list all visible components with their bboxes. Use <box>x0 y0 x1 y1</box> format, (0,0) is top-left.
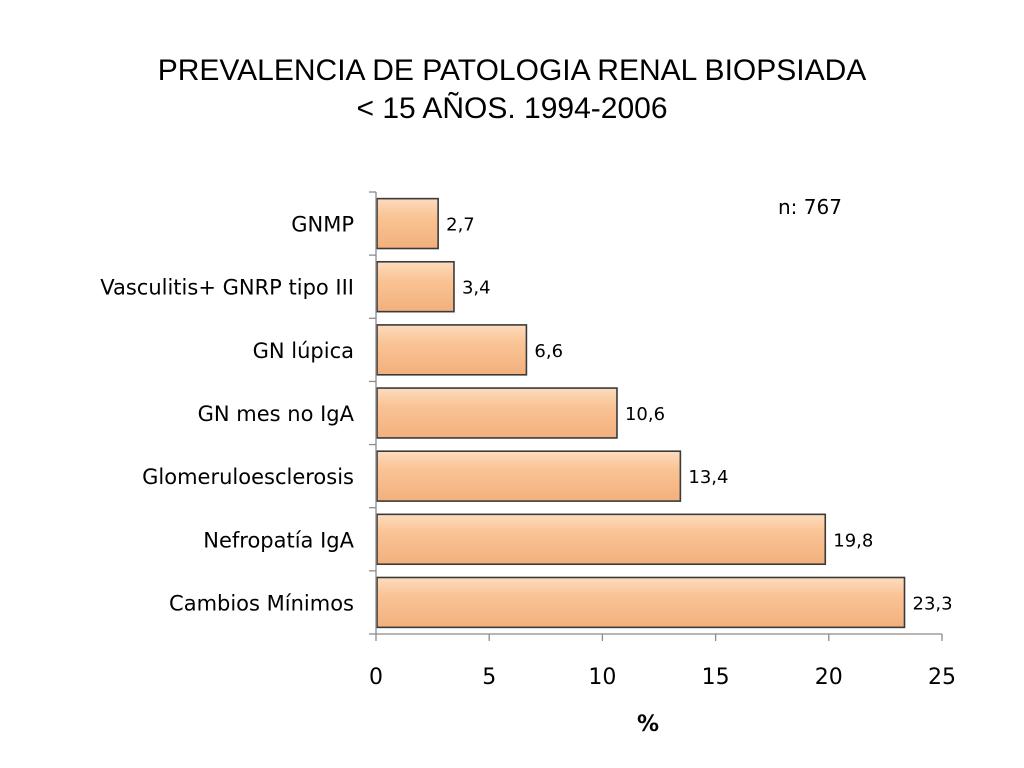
chart-title: PREVALENCIA DE PATOLOGIA RENAL BIOPSIADA… <box>0 52 1024 128</box>
category-label-5: Nefropatía IgA <box>203 528 354 552</box>
bar-2 <box>376 324 528 376</box>
x-tick-label-3: 15 <box>702 665 730 690</box>
bar-5 <box>376 513 827 566</box>
x-tick-label-4: 20 <box>815 665 843 690</box>
value-label-4: 13,4 <box>688 467 728 488</box>
axes-layer: 0 5 10 15 20 25 <box>369 191 956 690</box>
value-label-1: 3,4 <box>462 278 491 299</box>
bar-6 <box>376 576 906 629</box>
value-label-0: 2,7 <box>446 215 475 236</box>
category-label-6: Cambios Mínimos <box>169 591 354 615</box>
category-label-4: Glomeruloesclerosis <box>142 465 354 489</box>
category-label-0: GNMP <box>291 213 354 237</box>
value-label-3: 10,6 <box>625 404 665 425</box>
bar-1 <box>376 260 455 313</box>
sample-size-annotation: n: 767 <box>778 195 842 219</box>
category-label-1: Vasculitis+ GNRP tipo III <box>100 276 354 300</box>
value-label-2: 6,6 <box>534 341 563 362</box>
x-tick-label-5: 25 <box>928 665 956 690</box>
chart-title-line-2: < 15 AÑOS. 1994-2006 <box>356 92 668 125</box>
bar-4 <box>376 450 682 502</box>
category-label-3: GN mes no IgA <box>198 402 355 426</box>
x-tick-label-1: 5 <box>482 665 496 690</box>
category-label-2: GN lúpica <box>253 339 354 363</box>
x-tick-label-0: 0 <box>369 665 383 690</box>
bar-3 <box>376 387 618 439</box>
bar-0 <box>376 197 439 250</box>
x-axis-title: % <box>637 712 659 737</box>
chart-title-line-1: PREVALENCIA DE PATOLOGIA RENAL BIOPSIADA <box>157 54 867 87</box>
bars-layer: 2,7 GNMP 3,4 Vasculitis+ GNRP tipo III 6,6 GN… <box>100 197 953 629</box>
value-label-5: 19,8 <box>833 530 873 551</box>
value-label-6: 23,3 <box>913 593 953 614</box>
x-tick-label-2: 10 <box>588 665 616 690</box>
